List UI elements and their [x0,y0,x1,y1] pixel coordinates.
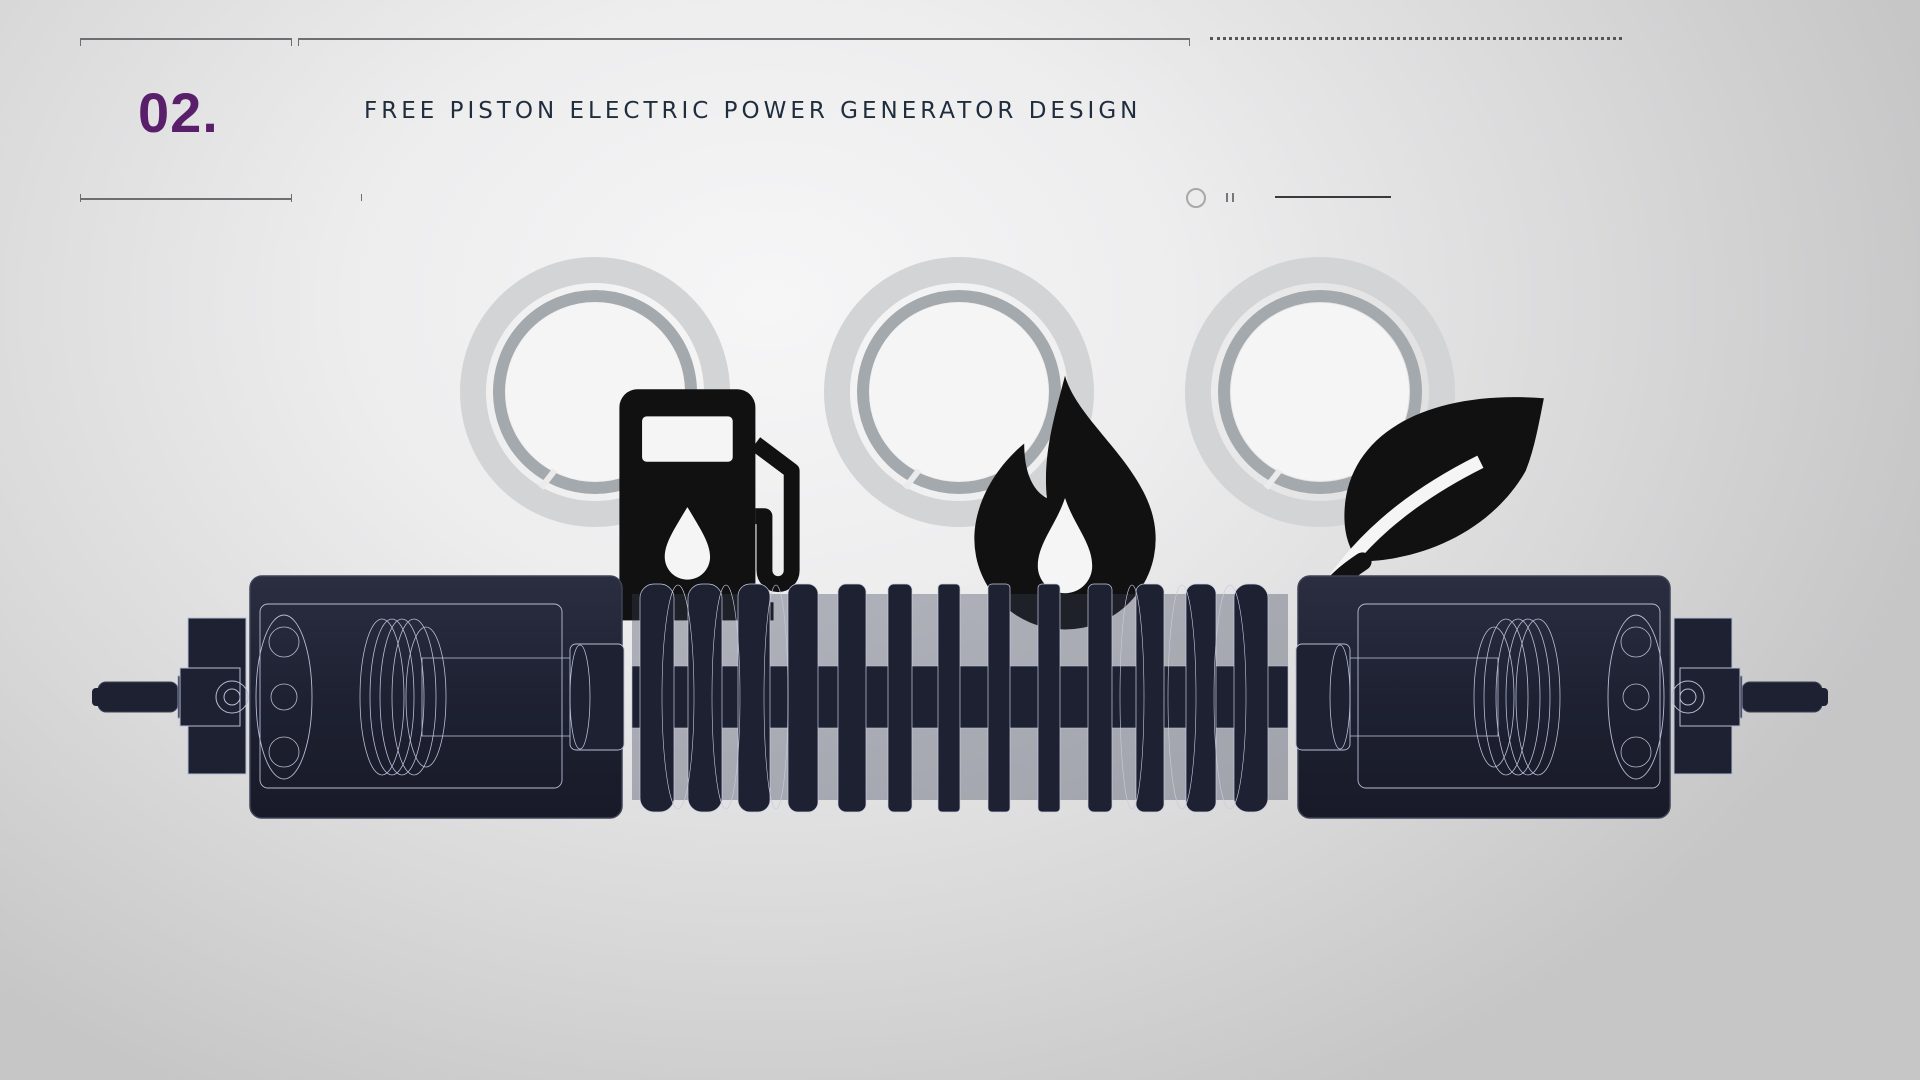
frame-top-left-tick-end [291,38,292,46]
frame-top-center-line [298,38,1190,40]
flame-icon [974,375,1156,630]
feature-leaf[interactable] [1184,256,1544,625]
frame-bottom-left-tick-end [291,194,292,202]
left-end-flange [179,617,249,775]
frame-top-left-tick [80,38,81,46]
right-end-flange [1671,617,1741,775]
left-cylinder-housing [249,575,625,819]
free-piston-generator-illustration [92,575,1828,819]
frame-top-left-line [80,38,292,40]
pager-dot[interactable] [1186,188,1206,208]
ring-graphic [824,257,1094,527]
frame-top-center-tick-start [298,38,299,46]
frame-title-marker [361,194,362,201]
frame-bottom-left-tick [80,194,81,202]
frame-top-center-tick-end [1189,38,1190,46]
feature-fuel[interactable] [459,256,800,621]
pager-bar-1 [1226,193,1228,202]
frame-bottom-left-line [80,198,292,200]
ring-graphic [1185,257,1455,527]
slide-title: FREE PISTON ELECTRIC POWER GENERATOR DES… [364,98,1142,124]
section-number: 02. [138,81,219,144]
right-cylinder-housing [1295,575,1671,819]
linear-generator-core [631,583,1289,813]
progress-line [1275,196,1391,198]
feature-flame[interactable] [823,256,1156,630]
frame-top-right-dotted-line [1210,37,1622,40]
pager-bar-2 [1232,193,1234,202]
